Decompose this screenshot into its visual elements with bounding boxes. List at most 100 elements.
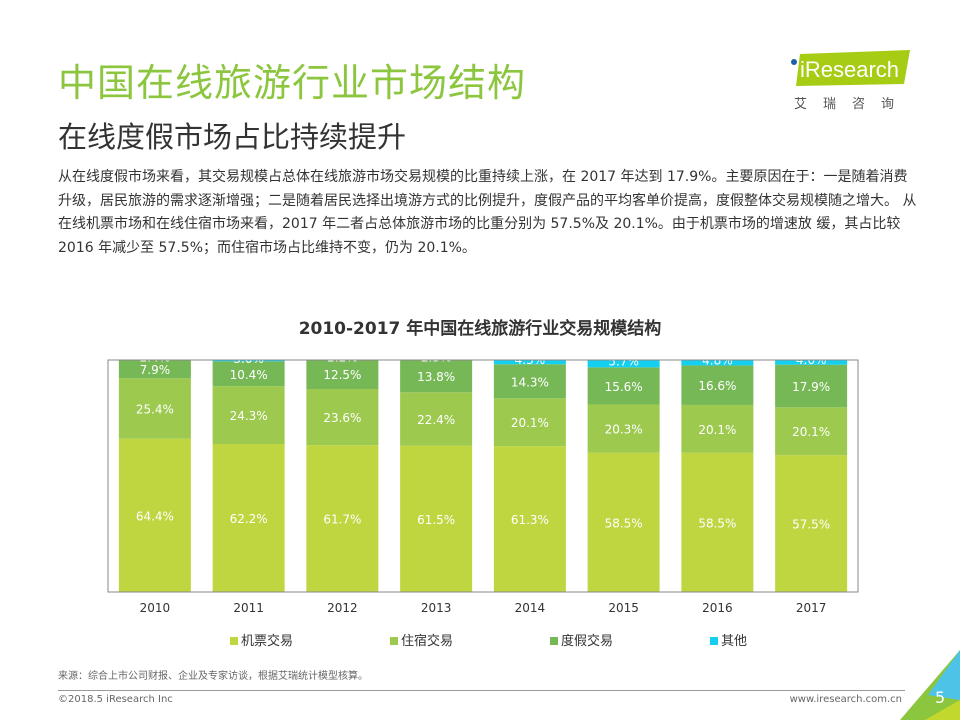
x-tick-label: 2013 [421, 601, 452, 615]
data-label: 10.4% [230, 368, 268, 382]
bar-segment [400, 360, 473, 393]
data-label: 24.3% [230, 409, 268, 423]
legend-label: 机票交易 [241, 634, 294, 649]
bar-segment [493, 446, 566, 592]
source-note: 来源：综合上市公司财报、企业及专家访谈，根据艾瑞统计模型核算。 [58, 671, 368, 682]
data-label: 14.3% [511, 375, 549, 389]
data-label: 13.8% [417, 370, 455, 384]
legend-item: 度假交易 [550, 630, 613, 649]
data-label: 64.4% [136, 509, 174, 523]
bar-segment [118, 360, 191, 379]
bar-segment [400, 392, 473, 446]
x-tick-label: 2015 [608, 601, 639, 615]
legend-item: 其他 [710, 630, 747, 649]
plot-frame [107, 359, 859, 593]
bar-segment [400, 354, 472, 359]
corner-decoration-icon [900, 650, 960, 720]
iresearch-logo: iResearch 艾瑞咨询 [786, 50, 916, 112]
data-label: 57.5% [792, 518, 830, 532]
data-label: 4.8% [702, 354, 733, 368]
legend-item: 机票交易 [230, 630, 293, 649]
data-label: 2.3% [421, 351, 452, 365]
page-number: 5 [935, 688, 946, 707]
data-label: 58.5% [698, 516, 736, 530]
bars-group: 64.4% 25.4% 7.9%2.4% 62.2% 24.3% 10.4% 3.0% 61.… [118, 351, 848, 592]
bar-segment [118, 438, 191, 592]
x-tick-label: 2014 [515, 601, 546, 615]
data-label: 25.4% [136, 403, 174, 417]
bar-segment [493, 364, 566, 399]
x-tick-label: 2011 [233, 601, 264, 615]
data-label: 20.1% [698, 423, 736, 437]
page-title: 中国在线旅游行业市场结构 [58, 61, 527, 105]
bar-segment [493, 398, 566, 447]
bar-segment [493, 360, 566, 365]
bar-segment [212, 361, 285, 387]
bar-segment [587, 367, 660, 405]
bar-segment [212, 386, 285, 444]
footer-divider [58, 690, 905, 691]
copyright: ©2018.5 iResearch Inc [58, 694, 173, 705]
data-label: 22.4% [417, 413, 455, 427]
data-label: 61.7% [323, 513, 361, 527]
data-label: 3.0% [233, 352, 264, 366]
bar-segment [306, 445, 379, 592]
bar-segment [775, 360, 848, 365]
legend-label: 度假交易 [561, 634, 614, 649]
bar-segment [119, 354, 191, 360]
data-label: 4.3% [515, 353, 546, 367]
data-label: 17.9% [792, 380, 830, 394]
bar-segment [587, 404, 660, 453]
bar-segment [212, 360, 285, 362]
body-text: 从在线度假市场来看，其交易规模占总体在线旅游市场交易规模的比重持续上涨，在 20… [58, 169, 917, 256]
bar-segment [681, 452, 754, 592]
data-label: 62.2% [230, 512, 268, 526]
data-label: 4.6% [796, 353, 827, 367]
chart-title: 2010-2017 年中国在线旅游行业交易规模结构 [298, 319, 662, 339]
bar-segment [400, 445, 473, 592]
x-tick-label: 2016 [702, 601, 733, 615]
x-tick-label: 2012 [327, 601, 358, 615]
website-link[interactable]: www.iresearch.com.cn [789, 694, 902, 705]
legend-swatch [710, 637, 718, 645]
data-label: 2.2% [327, 351, 358, 365]
bar-segment [681, 360, 754, 366]
bar-segment [587, 452, 660, 592]
data-label: 20.3% [605, 423, 643, 437]
legend-item: 住宿交易 [390, 630, 453, 649]
data-label: 15.6% [605, 380, 643, 394]
bar-segment [681, 365, 754, 405]
data-label: 12.5% [323, 368, 361, 382]
data-label: 20.1% [792, 425, 830, 439]
logo-brand: iResearch [800, 57, 900, 82]
bar-segment [775, 364, 848, 408]
data-label: 2.4% [140, 351, 171, 365]
legend-swatch [550, 637, 558, 645]
bar-segment [775, 455, 848, 592]
bar-segment [306, 388, 379, 446]
bar-segment [775, 407, 848, 456]
bar-segment [306, 354, 378, 359]
data-label: 16.6% [698, 379, 736, 393]
bar-segment [681, 404, 754, 453]
data-label: 58.5% [605, 516, 643, 530]
legend-swatch [390, 637, 398, 645]
data-label: 61.3% [511, 513, 549, 527]
data-label: 7.9% [140, 363, 171, 377]
bar-segment [587, 360, 660, 368]
logo-shape-icon [791, 50, 910, 86]
logo-sub: 艾瑞咨询 [794, 97, 911, 112]
bar-segment [306, 360, 379, 389]
x-tick-label: 2017 [796, 601, 827, 615]
x-tick-label: 2010 [140, 601, 171, 615]
legend-swatch [230, 637, 238, 645]
page-subtitle: 在线度假市场占比持续提升 [58, 120, 407, 154]
legend-label: 其他 [721, 634, 748, 649]
data-label: 23.6% [323, 411, 361, 425]
legend-label: 住宿交易 [401, 634, 454, 649]
data-label: 61.5% [417, 513, 455, 527]
bar-segment [212, 443, 285, 592]
data-label: 5.7% [608, 355, 639, 369]
